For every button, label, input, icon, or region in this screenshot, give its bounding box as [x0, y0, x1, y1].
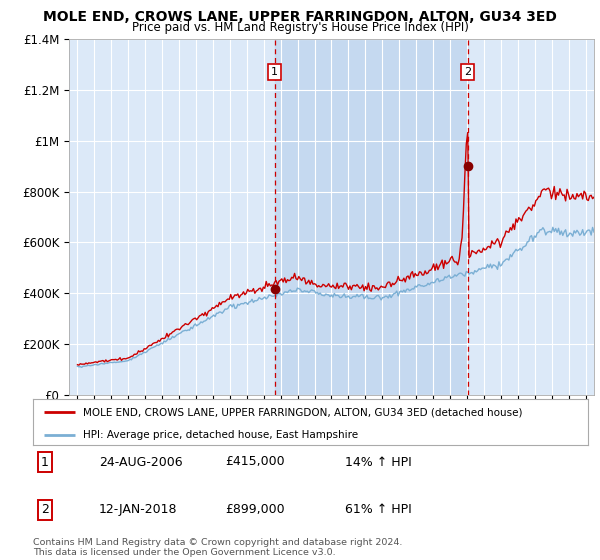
Text: MOLE END, CROWS LANE, UPPER FARRINGDON, ALTON, GU34 3ED (detached house): MOLE END, CROWS LANE, UPPER FARRINGDON, … [83, 407, 523, 417]
Text: 61% ↑ HPI: 61% ↑ HPI [345, 503, 412, 516]
Bar [275, 39, 467, 395]
Text: 1: 1 [41, 455, 49, 469]
Text: Price paid vs. HM Land Registry's House Price Index (HPI): Price paid vs. HM Land Registry's House … [131, 21, 469, 34]
Text: Contains HM Land Registry data © Crown copyright and database right 2024.: Contains HM Land Registry data © Crown c… [33, 538, 403, 547]
Text: MOLE END, CROWS LANE, UPPER FARRINGDON, ALTON, GU34 3ED: MOLE END, CROWS LANE, UPPER FARRINGDON, … [43, 10, 557, 24]
Text: This data is licensed under the Open Government Licence v3.0.: This data is licensed under the Open Gov… [33, 548, 335, 557]
Text: 14% ↑ HPI: 14% ↑ HPI [345, 455, 412, 469]
Text: 24-AUG-2006: 24-AUG-2006 [99, 455, 182, 469]
Text: £899,000: £899,000 [225, 503, 284, 516]
Text: £415,000: £415,000 [225, 455, 284, 469]
Text: HPI: Average price, detached house, East Hampshire: HPI: Average price, detached house, East… [83, 430, 358, 440]
Text: 1: 1 [271, 67, 278, 77]
Text: 12-JAN-2018: 12-JAN-2018 [99, 503, 178, 516]
Text: 2: 2 [464, 67, 471, 77]
Text: 2: 2 [41, 503, 49, 516]
